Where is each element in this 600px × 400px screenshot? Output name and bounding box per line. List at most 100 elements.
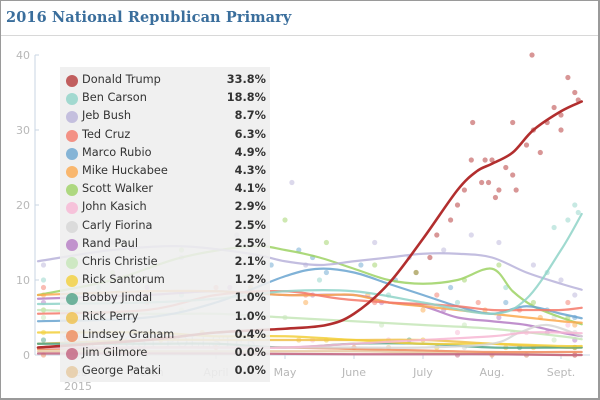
- legend-swatch-icon: [66, 166, 78, 178]
- poll-point: [565, 322, 571, 328]
- legend-value: 4.1%: [234, 182, 266, 196]
- poll-point: [282, 217, 288, 223]
- legend-value: 6.3%: [234, 127, 266, 141]
- x-tick-label: Sept.: [547, 366, 576, 379]
- chart-title: 2016 National Republican Primary: [6, 9, 292, 26]
- legend-swatch-icon: [66, 293, 78, 306]
- legend-swatch-icon: [66, 311, 78, 324]
- poll-point: [454, 299, 461, 306]
- legend-swatch-icon: [66, 366, 78, 379]
- legend-item[interactable]: Scott Walker 4.1%: [60, 181, 270, 199]
- legend-item[interactable]: Jim Gilmore 0.0%: [60, 345, 270, 363]
- legend-swatch-icon: [66, 93, 78, 106]
- poll-point: [510, 172, 516, 178]
- poll-point: [492, 194, 499, 201]
- legend-item[interactable]: John Kasich 2.9%: [60, 199, 270, 217]
- legend-value: 18.8%: [226, 91, 266, 105]
- legend-value: 0.0%: [234, 364, 266, 378]
- y-tick-label: 20: [16, 199, 30, 212]
- poll-point: [323, 269, 329, 276]
- legend-swatch-icon: [66, 238, 78, 251]
- legend-value: 8.7%: [234, 109, 266, 123]
- legend-swatch-icon: [66, 275, 78, 288]
- poll-point: [575, 209, 581, 216]
- poll-point: [496, 314, 502, 321]
- x-tick-label: June: [341, 366, 366, 379]
- legend-value: 1.0%: [234, 309, 266, 323]
- legend-name: Chris Christie: [82, 255, 158, 268]
- y-tick-label: 30: [16, 124, 30, 137]
- poll-point: [475, 299, 481, 306]
- poll-point: [316, 277, 323, 283]
- poll-point: [479, 179, 485, 186]
- poll-point: [372, 262, 378, 268]
- legend-item[interactable]: Carly Fiorina 2.5%: [60, 218, 270, 236]
- legend-swatch-icon: [66, 111, 78, 124]
- y-tick-label: 40: [16, 49, 30, 62]
- poll-point: [303, 299, 309, 306]
- poll-point: [468, 157, 474, 163]
- legend-item[interactable]: George Pataki 0.0%: [60, 363, 270, 381]
- legend-item[interactable]: Jeb Bush 8.7%: [60, 108, 270, 126]
- legend-name: Carly Fiorina: [82, 218, 153, 232]
- poll-point: [434, 292, 440, 298]
- legend-item[interactable]: Donald Trump 33.8%: [60, 72, 270, 90]
- poll-point: [572, 292, 578, 298]
- legend-item[interactable]: Ted Cruz 6.3%: [60, 127, 270, 145]
- legend-item[interactable]: Ben Carson 18.8%: [60, 90, 270, 108]
- poll-point: [496, 187, 502, 193]
- poll-point: [503, 164, 509, 171]
- legend-item[interactable]: Chris Christie 2.1%: [60, 254, 270, 272]
- legend-swatch-icon: [66, 329, 78, 342]
- poll-point: [40, 314, 47, 321]
- poll-point: [530, 262, 537, 268]
- legend-name: Lindsey Graham: [82, 327, 175, 341]
- poll-point: [529, 52, 535, 58]
- legend-name: Mike Huckabee: [82, 164, 168, 177]
- poll-point: [558, 112, 564, 118]
- legend-name: Marco Rubio: [82, 145, 152, 159]
- poll-point: [558, 277, 564, 283]
- legend-name: Scott Walker: [82, 182, 153, 196]
- legend-name: Rand Paul: [82, 236, 138, 250]
- legend-name: Rick Santorum: [82, 273, 165, 287]
- poll-point: [565, 217, 571, 223]
- legend-item[interactable]: Marco Rubio 4.9%: [60, 145, 270, 163]
- legend-name: George Pataki: [82, 364, 162, 378]
- legend-item[interactable]: Rick Santorum 1.2%: [60, 272, 270, 290]
- legend: Donald Trump 33.8% Ben Carson 18.8% Jeb Bush…: [60, 67, 270, 382]
- legend-value: 0.4%: [234, 327, 266, 341]
- legend-item[interactable]: Rand Paul 2.5%: [60, 236, 270, 254]
- legend-value: 2.9%: [234, 200, 266, 214]
- legend-swatch-icon: [66, 75, 78, 87]
- poll-point: [565, 299, 571, 306]
- poll-point: [485, 179, 492, 186]
- poll-point: [537, 149, 543, 156]
- poll-point: [454, 329, 461, 336]
- legend-name: John Kasich: [82, 200, 147, 214]
- poll-point: [40, 262, 47, 268]
- legend-name: Bobby Jindal: [82, 291, 153, 305]
- poll-point: [551, 224, 557, 231]
- legend-swatch-icon: [66, 348, 78, 360]
- poll-point: [323, 239, 329, 246]
- legend-swatch-icon: [66, 147, 78, 160]
- poll-point: [489, 157, 495, 163]
- poll-point: [496, 262, 502, 268]
- poll-point: [289, 179, 295, 186]
- legend-value: 1.0%: [234, 291, 266, 305]
- legend-item[interactable]: Mike Huckabee 4.3%: [60, 163, 270, 181]
- x-tick-sublabel: 2015: [64, 380, 92, 393]
- legend-value: 2.5%: [234, 236, 266, 250]
- poll-point: [482, 157, 488, 163]
- legend-item[interactable]: Lindsey Graham 0.4%: [60, 327, 270, 345]
- legend-item[interactable]: Bobby Jindal 1.0%: [60, 290, 270, 308]
- poll-point: [558, 127, 564, 133]
- x-tick-label: July: [412, 366, 433, 379]
- legend-name: Ben Carson: [82, 91, 147, 105]
- poll-point: [461, 187, 467, 193]
- poll-point: [510, 119, 516, 126]
- legend-item[interactable]: Rick Perry 1.0%: [60, 309, 270, 327]
- title-divider: [1, 35, 598, 36]
- legend-value: 4.9%: [234, 145, 266, 159]
